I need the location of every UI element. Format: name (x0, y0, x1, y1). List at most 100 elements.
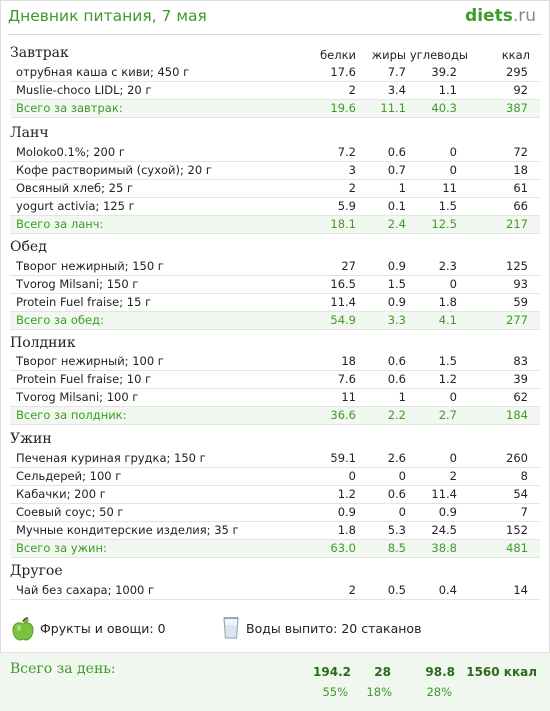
food-fat: 0.6 (387, 354, 406, 368)
food-carbs: 0.4 (438, 583, 457, 597)
food-name: yogurt activia; 125 г (16, 199, 135, 213)
food-carbs: 0 (449, 277, 457, 291)
total-fat: 2.4 (387, 217, 406, 231)
food-row[interactable]: Творог нежирный; 100 г 18 0.6 1.5 83 (10, 353, 540, 371)
food-kcal: 125 (506, 259, 528, 273)
food-row[interactable]: Кабачки; 200 г 1.2 0.6 11.4 54 (10, 486, 540, 504)
food-protein: 18 (341, 354, 356, 368)
col-carbs: углеводы (409, 48, 468, 62)
food-fat: 1 (398, 181, 406, 195)
food-name: Соевый соус; 50 г (16, 505, 124, 519)
food-protein: 2 (348, 583, 356, 597)
day-protein: 194.2 (313, 665, 351, 679)
site-logo[interactable]: diets.ru (465, 6, 536, 26)
food-carbs: 0 (449, 451, 457, 465)
food-carbs: 39.2 (431, 65, 457, 79)
day-kcal: 1560 ккал (466, 665, 537, 679)
food-carbs: 1.5 (438, 199, 457, 213)
food-carbs: 1.8 (438, 295, 457, 309)
col-fat: жиры (371, 48, 406, 62)
total-label: Всего за завтрак: (16, 101, 123, 115)
food-kcal: 61 (513, 181, 528, 195)
total-protein: 63.0 (330, 541, 356, 555)
food-protein: 3 (348, 163, 356, 177)
food-fat: 0 (398, 505, 406, 519)
total-protein: 19.6 (330, 101, 356, 115)
total-fat: 3.3 (387, 313, 406, 327)
food-row[interactable]: Чай без сахара; 1000 г 2 0.5 0.4 14 (10, 582, 540, 600)
food-row[interactable]: Творог нежирный; 150 г 27 0.9 2.3 125 (10, 258, 540, 276)
food-carbs: 0.9 (438, 505, 457, 519)
food-row[interactable]: Tvorog Milsani; 150 г 16.5 1.5 0 93 (10, 276, 540, 294)
fruits-veg-label: Фрукты и овощи: 0 (40, 621, 166, 636)
food-row[interactable]: Печеная куриная грудка; 150 г 59.1 2.6 0… (10, 450, 540, 468)
total-fat: 8.5 (387, 541, 406, 555)
food-row[interactable]: Соевый соус; 50 г 0.9 0 0.9 7 (10, 504, 540, 522)
food-kcal: 260 (506, 451, 528, 465)
meal-title-lunch: Ланч (10, 125, 49, 141)
food-row[interactable]: Мучные кондитерские изделия; 35 г 1.8 5.… (10, 522, 540, 540)
food-carbs: 1.2 (438, 372, 457, 386)
food-row[interactable]: Кофе растворимый (сухой); 20 г 3 0.7 0 1… (10, 162, 540, 180)
total-carbs: 2.7 (438, 408, 457, 422)
food-row[interactable]: Овсяный хлеб; 25 г 2 1 11 61 (10, 180, 540, 198)
food-carbs: 0 (449, 390, 457, 404)
food-kcal: 92 (513, 83, 528, 97)
food-kcal: 14 (513, 583, 528, 597)
food-protein: 2 (348, 181, 356, 195)
food-name: Protein Fuel fraise; 10 г (16, 372, 152, 386)
food-name: Овсяный хлеб; 25 г (16, 181, 133, 195)
food-kcal: 83 (513, 354, 528, 368)
food-row[interactable]: Сельдерей; 100 г 0 0 2 8 (10, 468, 540, 486)
food-carbs: 0 (449, 145, 457, 159)
meal-total-row: Всего за завтрак: 19.6 11.1 40.3 387 (10, 100, 540, 118)
day-fat-pct: 18% (366, 685, 392, 699)
total-kcal: 184 (506, 408, 528, 422)
food-name: Muslie-choco LIDL; 20 г (16, 83, 152, 97)
day-total-panel: Всего за день: 194.2 28 98.8 1560 ккал 5… (0, 652, 550, 711)
food-row[interactable]: отрубная каша с киви; 450 г 17.6 7.7 39.… (10, 64, 540, 82)
food-name: Печеная куриная грудка; 150 г (16, 451, 206, 465)
total-carbs: 40.3 (431, 101, 457, 115)
day-protein-pct: 55% (322, 685, 348, 699)
water-label: Воды выпито: 20 стаканов (246, 621, 422, 636)
food-row[interactable]: Protein Fuel fraise; 15 г 11.4 0.9 1.8 5… (10, 294, 540, 312)
food-protein: 7.6 (337, 372, 356, 386)
food-row[interactable]: Moloko0.1%; 200 г 7.2 0.6 0 72 (10, 144, 540, 162)
food-name: Moloko0.1%; 200 г (16, 145, 125, 159)
water-glass-icon (222, 616, 240, 643)
food-carbs: 0 (449, 163, 457, 177)
food-carbs: 2.3 (438, 259, 457, 273)
food-protein: 11 (341, 390, 356, 404)
food-row[interactable]: yogurt activia; 125 г 5.9 0.1 1.5 66 (10, 198, 540, 216)
food-row[interactable]: Protein Fuel fraise; 10 г 7.6 0.6 1.2 39 (10, 371, 540, 389)
food-fat: 1 (398, 390, 406, 404)
food-protein: 1.8 (337, 523, 356, 537)
total-label: Всего за ужин: (16, 541, 107, 555)
meal-total-row: Всего за ужин: 63.0 8.5 38.8 481 (10, 540, 540, 558)
food-carbs: 2 (449, 469, 457, 483)
food-kcal: 93 (513, 277, 528, 291)
total-protein: 18.1 (330, 217, 356, 231)
food-name: Творог нежирный; 150 г (16, 259, 164, 273)
food-carbs: 1.1 (438, 83, 457, 97)
food-protein: 27 (341, 259, 356, 273)
meal-title-dinner: Обед (10, 239, 47, 255)
food-name: Protein Fuel fraise; 15 г (16, 295, 152, 309)
food-fat: 0.9 (387, 295, 406, 309)
food-kcal: 295 (506, 65, 528, 79)
food-fat: 0.5 (387, 583, 406, 597)
day-carbs-pct: 28% (426, 685, 452, 699)
food-row[interactable]: Tvorog Milsani; 100 г 11 1 0 62 (10, 389, 540, 407)
food-fat: 5.3 (387, 523, 406, 537)
food-kcal: 59 (513, 295, 528, 309)
food-kcal: 8 (520, 469, 528, 483)
food-kcal: 66 (513, 199, 528, 213)
food-name: Кабачки; 200 г (16, 487, 106, 501)
food-row[interactable]: Muslie-choco LIDL; 20 г 2 3.4 1.1 92 (10, 82, 540, 100)
day-fat: 28 (374, 665, 391, 679)
meal-total-row: Всего за полдник: 36.6 2.2 2.7 184 (10, 407, 540, 425)
food-protein: 1.2 (337, 487, 356, 501)
total-carbs: 4.1 (438, 313, 457, 327)
food-fat: 0.6 (387, 372, 406, 386)
